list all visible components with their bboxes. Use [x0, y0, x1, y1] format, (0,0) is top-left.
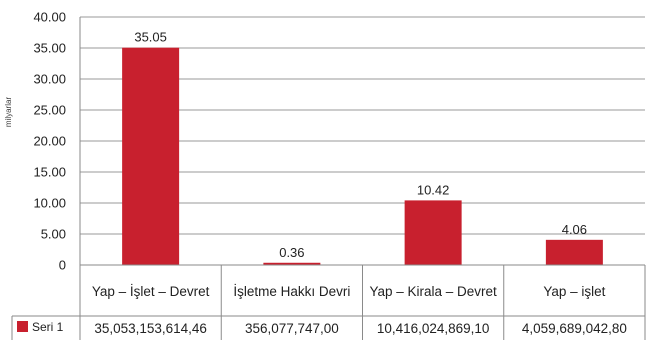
y-tick-label: 0 — [59, 258, 66, 273]
category-label: Yap – Kirala – Devret — [369, 284, 497, 299]
category-label: Yap – işlet — [543, 284, 605, 299]
data-label: 35.05 — [134, 30, 167, 45]
y-tick-label: 30.00 — [33, 72, 66, 87]
table-value: 35,053,153,614,46 — [94, 321, 207, 336]
y-tick-label: 40.00 — [33, 10, 66, 25]
legend-swatch — [17, 321, 28, 332]
category-label: İşletme Hakkı Devri — [233, 284, 350, 299]
category-label: Yap – İşlet – Devret — [92, 284, 210, 299]
y-tick-label: 35.00 — [33, 41, 66, 56]
y-tick-label: 15.00 — [33, 165, 66, 180]
bar — [545, 239, 603, 265]
data-label: 10.42 — [417, 182, 450, 197]
y-tick-label: 25.00 — [33, 103, 66, 118]
y-axis-title: milyarlar — [4, 97, 13, 128]
y-tick-label: 10.00 — [33, 196, 66, 211]
bar — [122, 47, 180, 265]
table-value: 4,059,689,042,80 — [522, 321, 627, 336]
bar — [263, 262, 321, 265]
table-value: 10,416,024,869,10 — [377, 321, 490, 336]
y-tick-label: 20.00 — [33, 134, 66, 149]
bar — [404, 200, 462, 265]
table-value: 356,077,747,00 — [245, 321, 339, 336]
data-label: 4.06 — [562, 222, 587, 237]
y-tick-label: 5.00 — [41, 227, 66, 242]
legend-label: Seri 1 — [32, 320, 64, 334]
data-label: 0.36 — [279, 245, 304, 260]
